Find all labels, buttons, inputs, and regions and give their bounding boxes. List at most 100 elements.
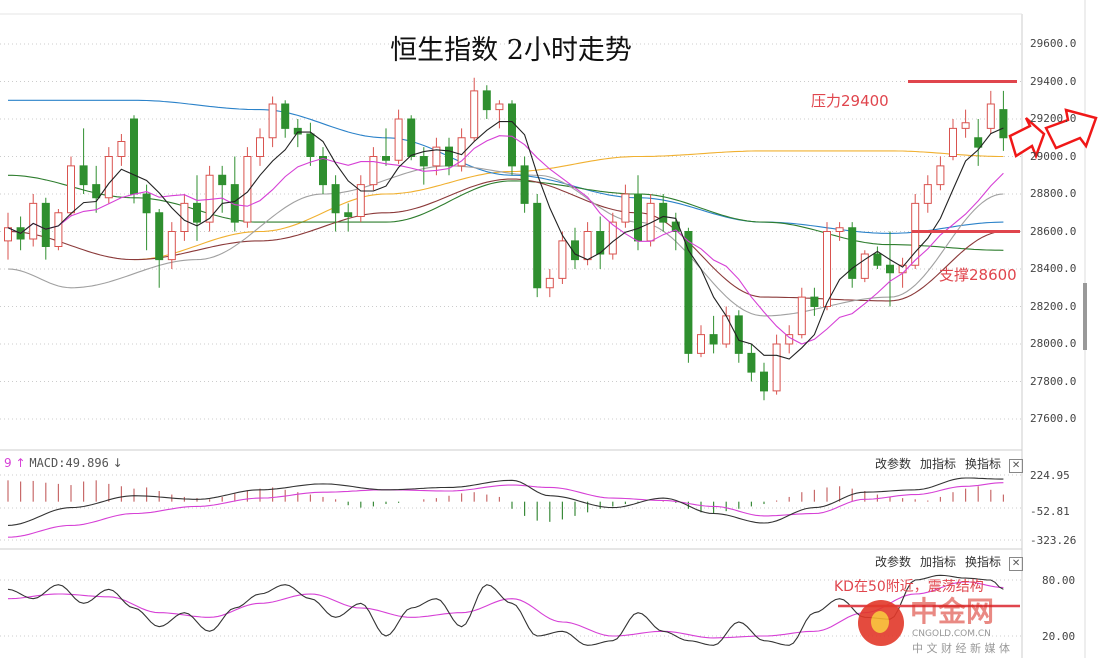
candle	[621, 184, 630, 228]
add-indicator-button[interactable]: 加指标	[920, 555, 957, 569]
candle-body	[419, 156, 428, 167]
candle	[571, 227, 579, 269]
candle	[457, 128, 466, 172]
candle	[218, 165, 227, 213]
candle	[142, 184, 151, 251]
candle	[243, 147, 252, 228]
candle-body	[923, 184, 932, 204]
candle-body	[319, 156, 327, 186]
candle-body	[382, 156, 390, 161]
candle-body	[281, 103, 290, 129]
candle-body	[432, 146, 441, 167]
candle	[747, 344, 756, 382]
candle-body	[344, 212, 353, 217]
candle-body	[974, 137, 983, 148]
candle	[520, 156, 529, 213]
candle	[29, 194, 38, 247]
price-tick: 29400.0	[1030, 74, 1077, 88]
candle-body	[470, 90, 479, 139]
candle-body	[860, 253, 869, 279]
candle-body	[760, 371, 768, 392]
candle-body	[810, 296, 819, 307]
candle-body	[482, 90, 491, 111]
scrollbar-thumb[interactable]	[1083, 283, 1087, 350]
macd-toolbar: 改参数 加指标 换指标 ✕	[866, 455, 1024, 473]
candle	[659, 194, 668, 232]
candle	[508, 100, 516, 176]
candle-body	[243, 156, 252, 223]
arrow-icon	[1044, 108, 1098, 150]
candle	[382, 128, 390, 166]
candle-body	[520, 165, 529, 204]
candle	[495, 100, 504, 129]
candle-body	[92, 184, 101, 199]
candle-body	[331, 184, 340, 214]
candle	[293, 119, 302, 148]
candle-body	[608, 221, 617, 255]
candle	[193, 175, 201, 241]
price-tick: 28000.0	[1030, 337, 1077, 350]
candle	[319, 147, 327, 194]
candle	[155, 209, 164, 288]
add-indicator-button[interactable]: 加指标	[920, 457, 957, 471]
candle	[936, 156, 945, 191]
candle-body	[911, 202, 920, 266]
candle	[54, 209, 63, 251]
candle	[860, 250, 869, 283]
candle	[79, 128, 88, 194]
candle	[167, 222, 176, 269]
edit-params-button[interactable]: 改参数	[875, 555, 912, 569]
candle-body	[495, 103, 504, 111]
candle-body	[167, 231, 176, 261]
price-tick: 28600.0	[1030, 224, 1077, 238]
ma10-line	[7, 135, 1004, 345]
price-tick: 29000.0	[1030, 149, 1077, 163]
candle	[256, 128, 264, 166]
candle-body	[293, 127, 302, 135]
candle-body	[873, 253, 882, 266]
candle-body	[545, 277, 554, 289]
macd-tick: -323.26	[1030, 534, 1077, 547]
candle	[331, 175, 340, 232]
edit-params-button[interactable]: 改参数	[875, 457, 912, 471]
switch-indicator-button[interactable]: 换指标	[965, 457, 1002, 471]
close-icon[interactable]: ✕	[1009, 557, 1024, 571]
candle-body	[41, 202, 50, 247]
resistance-label: 压力29400	[811, 92, 889, 110]
candle	[344, 203, 353, 232]
candle-body	[306, 133, 315, 157]
candle	[130, 115, 138, 204]
candle-body	[961, 122, 970, 129]
candle	[432, 137, 441, 176]
candle	[596, 216, 605, 269]
macd-header: 9 ↑ MACD:49.896 ↓	[4, 456, 123, 470]
candle	[407, 115, 416, 161]
switch-indicator-button[interactable]: 换指标	[965, 555, 1002, 569]
candle-body	[193, 202, 201, 223]
candle-body	[835, 227, 844, 232]
price-tick: 27600.0	[1030, 412, 1077, 425]
candle-body	[848, 227, 857, 279]
candle	[445, 137, 453, 176]
candle-body	[155, 212, 164, 261]
candle-body	[394, 118, 403, 161]
candle-body	[356, 184, 365, 217]
candle-body	[785, 334, 794, 345]
candle	[470, 77, 479, 142]
candle	[709, 315, 718, 354]
candle	[999, 90, 1008, 151]
candle	[394, 109, 403, 164]
close-icon[interactable]: ✕	[1009, 459, 1024, 473]
candle-body	[634, 193, 642, 242]
candle-body	[130, 118, 138, 195]
price-tick: 28200.0	[1030, 299, 1077, 313]
candle-body	[445, 146, 453, 167]
kd-note: KD在50附近，震荡结构	[834, 579, 984, 595]
candle	[419, 147, 428, 185]
candle	[268, 96, 277, 148]
support-label: 支撑28600	[939, 266, 1017, 284]
candle-body	[772, 343, 781, 392]
candle	[923, 175, 932, 213]
